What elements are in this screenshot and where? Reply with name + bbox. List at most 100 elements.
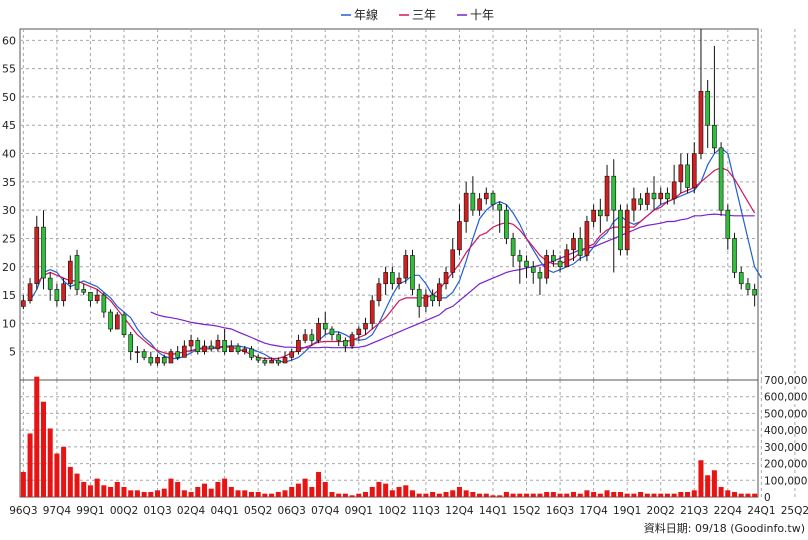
candle-body (148, 357, 154, 364)
volume-bar (389, 490, 395, 497)
volume-bar (342, 493, 348, 497)
candle-body (376, 283, 382, 302)
candle-body (584, 221, 590, 256)
x-tick-label: 96Q3 (9, 505, 37, 517)
candle-body (705, 90, 710, 126)
volume-bar (282, 490, 288, 497)
candle-body (27, 283, 33, 302)
candle-body (718, 147, 724, 211)
candle-body (745, 283, 751, 290)
candle-body (262, 359, 268, 364)
candle-body (101, 294, 107, 313)
volume-bar (383, 483, 389, 497)
volume-bar (752, 493, 758, 497)
volume-bar (289, 486, 295, 497)
candle-body (712, 124, 717, 149)
candle-body (222, 340, 227, 352)
candle-body (255, 357, 261, 361)
volume-bar (20, 471, 26, 497)
volume-bar (577, 493, 583, 497)
candle-body (551, 255, 556, 262)
volume-axis-ticks: 0 100,000 200,000 300,000 400,000 500,000 600,… (764, 375, 807, 504)
candle-body (738, 272, 744, 285)
volume-bar (738, 493, 744, 497)
legend: 年線 三年 十年 (341, 7, 494, 22)
candle-body (383, 272, 388, 285)
moving-average-lines (29, 147, 762, 363)
volume-bar (658, 493, 664, 497)
candle-body (463, 192, 469, 222)
candle-body (329, 328, 335, 336)
volume-bar (369, 486, 375, 497)
x-axis-ticks: 96Q3 97Q4 99Q1 00Q2 01Q3 02Q4 04Q1 05Q2 06Q3 07Q4… (9, 505, 808, 517)
price-tick-label: 60 (2, 34, 16, 47)
x-tick-label: 19Q1 (613, 505, 641, 517)
series-line (150, 213, 755, 349)
candle-body (175, 351, 180, 358)
volume-bar (705, 475, 711, 497)
candle-body (598, 209, 603, 217)
volume-bar (195, 486, 201, 497)
volume-bar (450, 490, 456, 497)
candle-body (309, 334, 315, 341)
candle-body (81, 289, 87, 293)
candle-body (651, 192, 657, 200)
candle-body (141, 351, 147, 358)
candle-body (128, 334, 134, 352)
volume-panel-frame (19, 379, 759, 498)
volume-bar (651, 493, 657, 497)
volume-bar (631, 493, 637, 497)
volume-bar (591, 491, 597, 497)
x-tick-label: 05Q2 (244, 505, 272, 517)
candle-body (604, 175, 610, 217)
candle-body (410, 255, 415, 290)
volume-bar (537, 493, 543, 497)
volume-bar (557, 493, 563, 497)
candle-body (34, 226, 40, 285)
candle-body (108, 311, 113, 330)
volume-tick-label: 100,000 (764, 475, 807, 487)
volume-bar (248, 491, 254, 497)
candle-body (437, 283, 442, 302)
volume-bar (570, 491, 577, 497)
candle-body (242, 348, 248, 352)
volume-bar (34, 376, 40, 497)
volume-bar (678, 491, 684, 497)
candle-body (416, 289, 422, 307)
candle-body (504, 209, 509, 239)
volume-bar (235, 490, 241, 497)
candle-body (135, 351, 140, 353)
volume-bar (503, 491, 509, 497)
candle-body (577, 238, 583, 256)
candle-body (618, 209, 623, 251)
x-tick-label: 25Q2 (781, 505, 808, 517)
candle-body (88, 291, 93, 302)
candle-body (322, 323, 328, 330)
candle-body (638, 198, 643, 205)
candle-body (671, 181, 677, 200)
volume-tick-label: 300,000 (764, 442, 807, 454)
candle-body (685, 164, 690, 188)
price-tick-label: 15 (2, 289, 16, 302)
candle-body (249, 348, 254, 358)
x-tick-label: 20Q2 (647, 505, 675, 517)
candle-body (510, 238, 516, 256)
x-tick-label: 02Q4 (177, 505, 206, 517)
candle-body (678, 164, 684, 183)
volume-bar (175, 481, 181, 497)
volume-bar (416, 493, 422, 497)
candle-body (591, 209, 596, 222)
volume-bar (685, 491, 691, 497)
candle-body (691, 153, 697, 188)
candle-body (390, 272, 395, 285)
price-tick-label: 30 (2, 204, 16, 217)
candle-body (275, 359, 281, 364)
volume-bar (27, 433, 33, 497)
series-line (29, 147, 762, 363)
x-tick-label: 14Q1 (479, 505, 507, 517)
candle-body (631, 198, 637, 211)
candle-body (403, 255, 409, 279)
volume-bar (201, 483, 208, 497)
volume-bar (269, 493, 275, 497)
